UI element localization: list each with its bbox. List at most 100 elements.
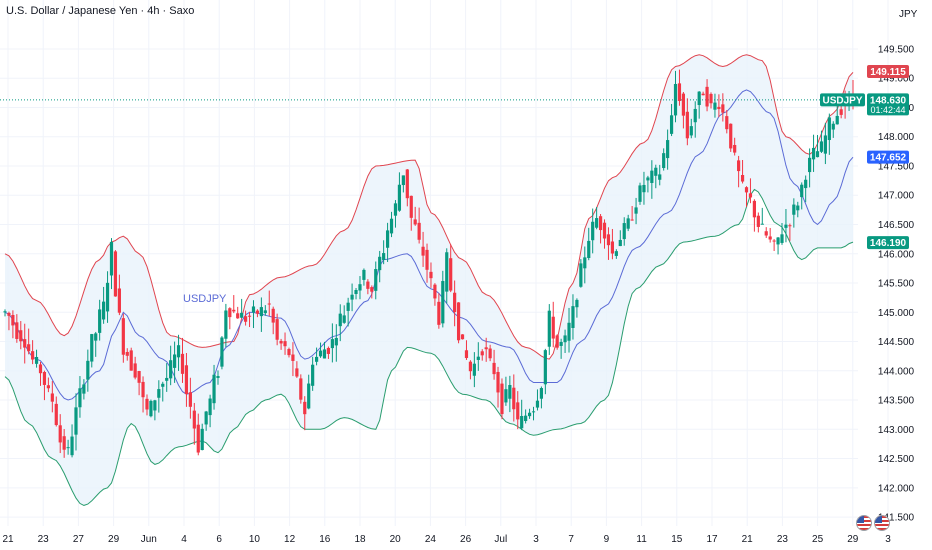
candle[interactable] (449, 244, 453, 293)
candle[interactable] (516, 391, 520, 430)
candle[interactable] (417, 207, 421, 244)
candle[interactable] (129, 347, 133, 371)
candle[interactable] (539, 386, 544, 409)
candle[interactable] (602, 219, 607, 249)
currency-label[interactable]: JPY (899, 9, 918, 20)
candle[interactable] (358, 276, 362, 300)
candle[interactable] (760, 207, 764, 225)
candle[interactable] (535, 389, 540, 411)
candle[interactable] (823, 122, 827, 165)
candle[interactable] (78, 376, 82, 418)
candle[interactable] (709, 92, 713, 109)
candle[interactable] (318, 342, 323, 358)
candle[interactable] (232, 295, 236, 314)
candle[interactable] (38, 361, 43, 386)
candle[interactable] (42, 370, 47, 401)
candle[interactable] (575, 298, 579, 318)
candle[interactable] (393, 200, 398, 228)
candle[interactable] (50, 381, 54, 413)
candle[interactable] (425, 243, 429, 283)
candle[interactable] (413, 206, 417, 226)
candle[interactable] (744, 186, 749, 207)
candle[interactable] (460, 334, 465, 340)
candle[interactable] (263, 305, 267, 316)
candle[interactable] (267, 290, 271, 317)
candle[interactable] (212, 364, 216, 410)
candle[interactable] (62, 429, 66, 458)
candle[interactable] (835, 104, 839, 125)
candle[interactable] (456, 302, 461, 344)
candle[interactable] (389, 211, 394, 238)
candle[interactable] (441, 270, 445, 328)
candle[interactable] (725, 110, 729, 134)
candle[interactable] (161, 381, 165, 402)
candle[interactable] (354, 288, 358, 300)
candle[interactable] (488, 344, 492, 362)
candle[interactable] (776, 237, 780, 255)
candle[interactable] (796, 201, 800, 218)
candle[interactable] (338, 304, 342, 342)
candle[interactable] (326, 346, 331, 359)
candle[interactable] (19, 321, 23, 350)
y-axis[interactable]: 149.500149.000148.500148.000147.500147.0… (878, 44, 915, 523)
candle[interactable] (551, 301, 555, 348)
candle[interactable] (397, 172, 402, 212)
candle[interactable] (362, 268, 366, 286)
candle[interactable] (311, 356, 315, 391)
candle[interactable] (259, 297, 263, 332)
candle[interactable] (105, 271, 110, 323)
candle[interactable] (591, 208, 595, 254)
candle[interactable] (23, 323, 27, 364)
candle[interactable] (200, 423, 204, 451)
candle[interactable] (496, 366, 500, 408)
candle[interactable] (31, 340, 35, 365)
candle[interactable] (642, 171, 646, 205)
candle[interactable] (74, 393, 78, 451)
candle[interactable] (192, 402, 196, 445)
candle[interactable] (437, 293, 441, 329)
candle[interactable] (176, 334, 181, 371)
candle[interactable] (669, 103, 674, 137)
candle[interactable] (283, 332, 287, 355)
candle[interactable] (11, 310, 15, 339)
candle[interactable] (606, 227, 611, 260)
candle[interactable] (748, 178, 753, 204)
candle[interactable] (788, 223, 792, 241)
candle[interactable] (701, 91, 705, 96)
candle[interactable] (729, 123, 733, 152)
candle[interactable] (445, 248, 449, 304)
candle[interactable] (520, 399, 524, 431)
candle[interactable] (133, 356, 137, 380)
candle[interactable] (681, 91, 685, 129)
candle[interactable] (733, 137, 737, 156)
candle[interactable] (27, 328, 31, 355)
candle[interactable] (102, 286, 106, 324)
candle[interactable] (610, 228, 615, 260)
candle[interactable] (141, 376, 145, 413)
candle[interactable] (255, 309, 260, 318)
candle[interactable] (622, 217, 626, 246)
candle[interactable] (173, 341, 177, 383)
candle[interactable] (579, 259, 583, 288)
x-axis[interactable]: 21 23 27 29 Jun 4 6 10 12 16 18 20 24 26 Jul 3 7 9 11 15 17 2… (2, 534, 891, 545)
candle[interactable] (721, 93, 725, 122)
candle[interactable] (58, 414, 62, 454)
candle[interactable] (224, 303, 228, 348)
candle[interactable] (350, 283, 354, 312)
candle[interactable] (169, 345, 173, 386)
candle[interactable] (512, 374, 516, 422)
candle[interactable] (322, 341, 327, 359)
candle[interactable] (453, 280, 457, 327)
candle[interactable] (409, 195, 413, 231)
candle[interactable] (271, 306, 275, 335)
candle[interactable] (650, 160, 654, 199)
candle[interactable] (145, 394, 149, 416)
candle[interactable] (618, 230, 622, 247)
candle[interactable] (614, 249, 618, 259)
candle[interactable] (740, 159, 745, 184)
candle[interactable] (421, 231, 425, 267)
candle[interactable] (243, 310, 248, 326)
candle[interactable] (626, 214, 630, 232)
candle[interactable] (405, 168, 409, 207)
candle[interactable] (149, 399, 153, 418)
